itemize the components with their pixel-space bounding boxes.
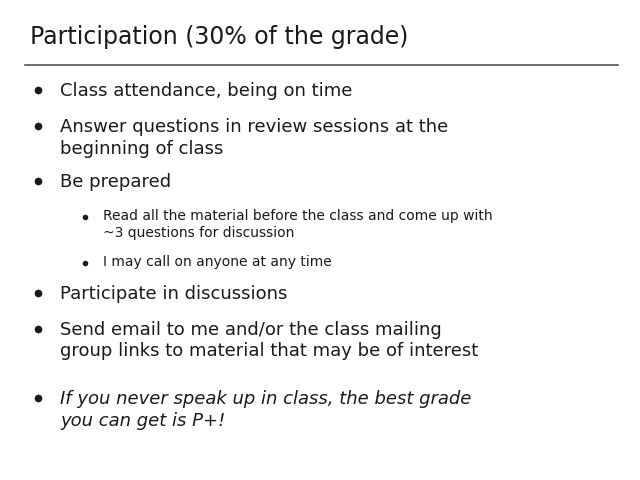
Text: Participate in discussions: Participate in discussions: [60, 285, 287, 303]
Text: Answer questions in review sessions at the
beginning of class: Answer questions in review sessions at t…: [60, 118, 448, 157]
Text: Be prepared: Be prepared: [60, 173, 171, 191]
Text: I may call on anyone at any time: I may call on anyone at any time: [103, 255, 332, 269]
Text: If you never speak up in class, the best grade
you can get is P+!: If you never speak up in class, the best…: [60, 390, 472, 430]
Text: Class attendance, being on time: Class attendance, being on time: [60, 82, 353, 100]
Text: Participation (30% of the grade): Participation (30% of the grade): [30, 25, 408, 49]
Text: Read all the material before the class and come up with
~3 questions for discuss: Read all the material before the class a…: [103, 209, 493, 240]
Text: Send email to me and/or the class mailing
group links to material that may be of: Send email to me and/or the class mailin…: [60, 321, 478, 360]
